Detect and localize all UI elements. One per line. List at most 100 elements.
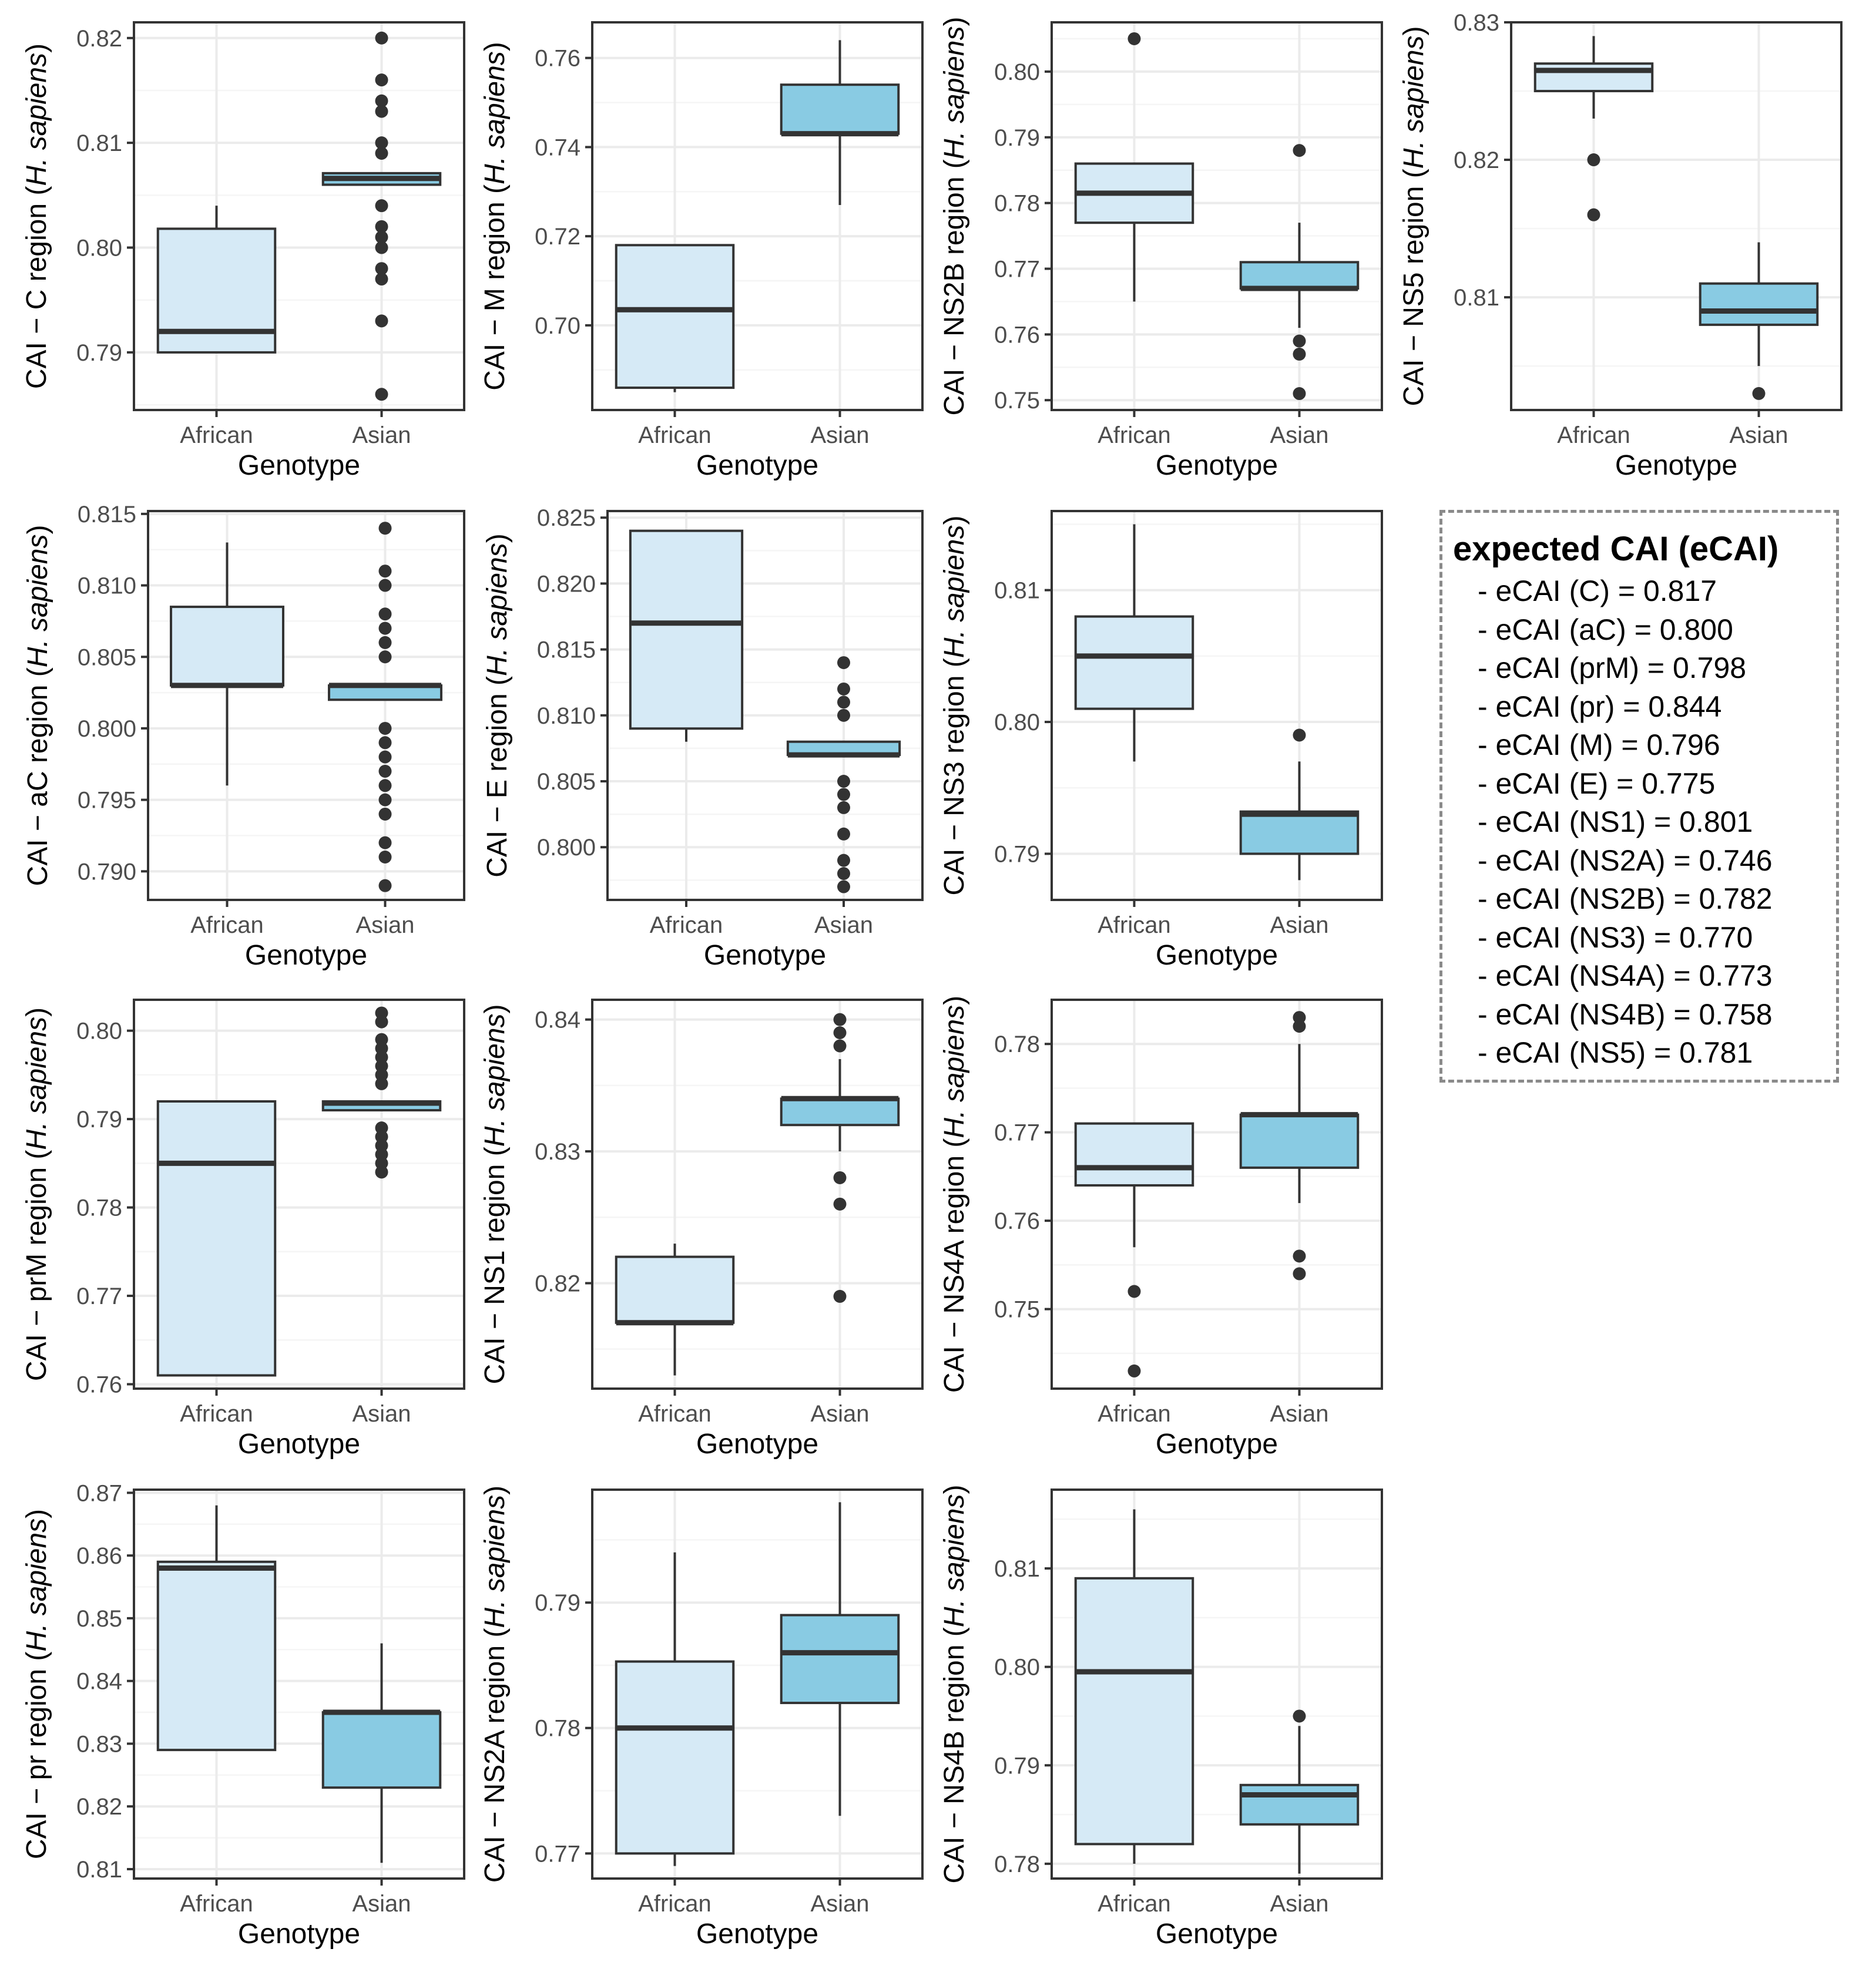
iqr-box [1074, 615, 1194, 710]
outlier-point [375, 314, 388, 328]
outlier-point [833, 1197, 847, 1211]
x-tick-label: Asian [810, 1401, 869, 1427]
outlier-point [1293, 1709, 1306, 1723]
x-axis-title: Genotype [1156, 940, 1278, 971]
outlier-point [375, 1139, 388, 1152]
y-tick-label: 0.82 [76, 1794, 122, 1820]
outlier-point [1127, 32, 1141, 45]
panel-border [133, 1488, 465, 1880]
outlier-point [375, 1157, 388, 1170]
iqr-box [615, 244, 735, 389]
box-asian [321, 1006, 442, 1179]
outlier-point [375, 105, 388, 118]
outlier-point [375, 262, 388, 275]
outlier-point [378, 764, 392, 778]
outlier-point [375, 1077, 388, 1090]
legend-item-ns3: - eCAI (NS3) = 0.770 [1478, 920, 1753, 954]
legend-item-ns4b: - eCAI (NS4B) = 0.758 [1478, 997, 1773, 1031]
iqr-box [170, 606, 284, 687]
y-axis-title: CAI − C region (H. sapiens) [21, 43, 52, 389]
outlier-point [378, 621, 392, 635]
outlier-point [837, 880, 850, 893]
x-tick-label: Asian [814, 912, 873, 938]
y-tick-label: 0.81 [76, 1857, 122, 1883]
outlier-point [375, 1041, 388, 1055]
legend-item-ac: - eCAI (aC) = 0.800 [1478, 613, 1733, 646]
y-tick-label: 0.800 [78, 716, 136, 742]
legend-item-ns2b: - eCAI (NS2B) = 0.782 [1478, 882, 1773, 915]
legend-item-m: - eCAI (M) = 0.796 [1478, 728, 1720, 761]
y-tick-label: 0.79 [994, 841, 1040, 867]
iqr-box [1074, 1577, 1194, 1846]
y-tick-label: 0.82 [535, 1271, 580, 1296]
y-tick-label: 0.805 [537, 769, 596, 795]
y-axis-title: CAI − NS2B region (H. sapiens) [939, 17, 970, 416]
y-tick-label: 0.84 [76, 1669, 122, 1695]
y-axis-title: CAI − NS4A region (H. sapiens) [939, 996, 970, 1393]
iqr-box [1239, 1783, 1360, 1826]
outlier-point [375, 1165, 388, 1179]
y-tick-label: 0.76 [994, 1208, 1040, 1234]
box-asian [780, 1013, 900, 1303]
panel-border [1051, 510, 1383, 901]
legend-item-ns4a: - eCAI (NS4A) = 0.773 [1478, 959, 1773, 992]
chart-panel-ns2b: 0.75 0.76 0.77 0.78 0.79 0.80 African AsianGeno… [939, 17, 1383, 481]
x-tick-label: Asian [810, 422, 869, 448]
box-african [1074, 524, 1194, 762]
x-axis-title: Genotype [696, 450, 818, 481]
chart-panel-ac: 0.790 0.795 0.800 0.805 0.810 0.815 African Asi… [22, 502, 465, 971]
outlier-point [375, 1015, 388, 1029]
y-tick-label: 0.790 [78, 859, 136, 885]
iqr-box [780, 1614, 900, 1705]
outlier-point [1293, 1020, 1306, 1033]
y-tick-label: 0.75 [994, 1297, 1040, 1323]
panel-border [591, 999, 924, 1390]
outlier-point [378, 565, 392, 578]
x-axis-title: Genotype [704, 940, 826, 971]
box-african [1074, 1509, 1194, 1864]
x-tick-label: Asian [1270, 1891, 1328, 1917]
x-tick-label: African [1098, 422, 1171, 448]
box-african [615, 1552, 735, 1866]
x-tick-label: African [180, 1891, 253, 1917]
legend-item-prm: - eCAI (prM) = 0.798 [1478, 651, 1747, 684]
y-axis-title: CAI − NS5 region (H. sapiens) [1398, 26, 1429, 406]
outlier-point [378, 850, 392, 863]
y-axis-title: CAI − E region (H. sapiens) [482, 533, 513, 878]
box-african [629, 529, 744, 742]
outlier-point [378, 607, 392, 621]
y-axis-title: CAI − NS2A region (H. sapiens) [479, 1486, 511, 1883]
iqr-box [1239, 1113, 1360, 1169]
panel-border [133, 999, 465, 1390]
x-tick-label: African [180, 422, 253, 448]
x-tick-label: Asian [810, 1891, 869, 1917]
y-tick-label: 0.820 [537, 571, 596, 597]
y-tick-label: 0.81 [994, 578, 1040, 604]
y-tick-label: 0.80 [76, 236, 122, 261]
x-tick-label: African [190, 912, 264, 938]
y-tick-label: 0.795 [78, 788, 136, 814]
y-tick-label: 0.85 [76, 1606, 122, 1632]
chart-panel-prm: 0.76 0.77 0.78 0.79 0.80 African AsianGenotype… [21, 999, 465, 1460]
y-tick-label: 0.805 [78, 644, 136, 670]
iqr-box [615, 1255, 735, 1324]
x-tick-label: African [1557, 422, 1630, 448]
box-asian [321, 31, 442, 401]
outlier-point [375, 73, 388, 87]
box-african [1074, 32, 1194, 302]
y-tick-label: 0.83 [1454, 10, 1499, 36]
x-axis-title: Genotype [1156, 1918, 1278, 1950]
outlier-point [837, 801, 850, 814]
box-asian [1239, 1709, 1360, 1874]
y-tick-label: 0.80 [994, 1655, 1040, 1681]
x-tick-label: African [180, 1401, 253, 1427]
outlier-point [1127, 1285, 1141, 1298]
y-tick-label: 0.79 [76, 1107, 122, 1133]
outlier-point [378, 879, 392, 892]
x-axis-title: Genotype [696, 1918, 818, 1950]
x-tick-label: Asian [1270, 1401, 1328, 1427]
outlier-point [1587, 153, 1600, 167]
